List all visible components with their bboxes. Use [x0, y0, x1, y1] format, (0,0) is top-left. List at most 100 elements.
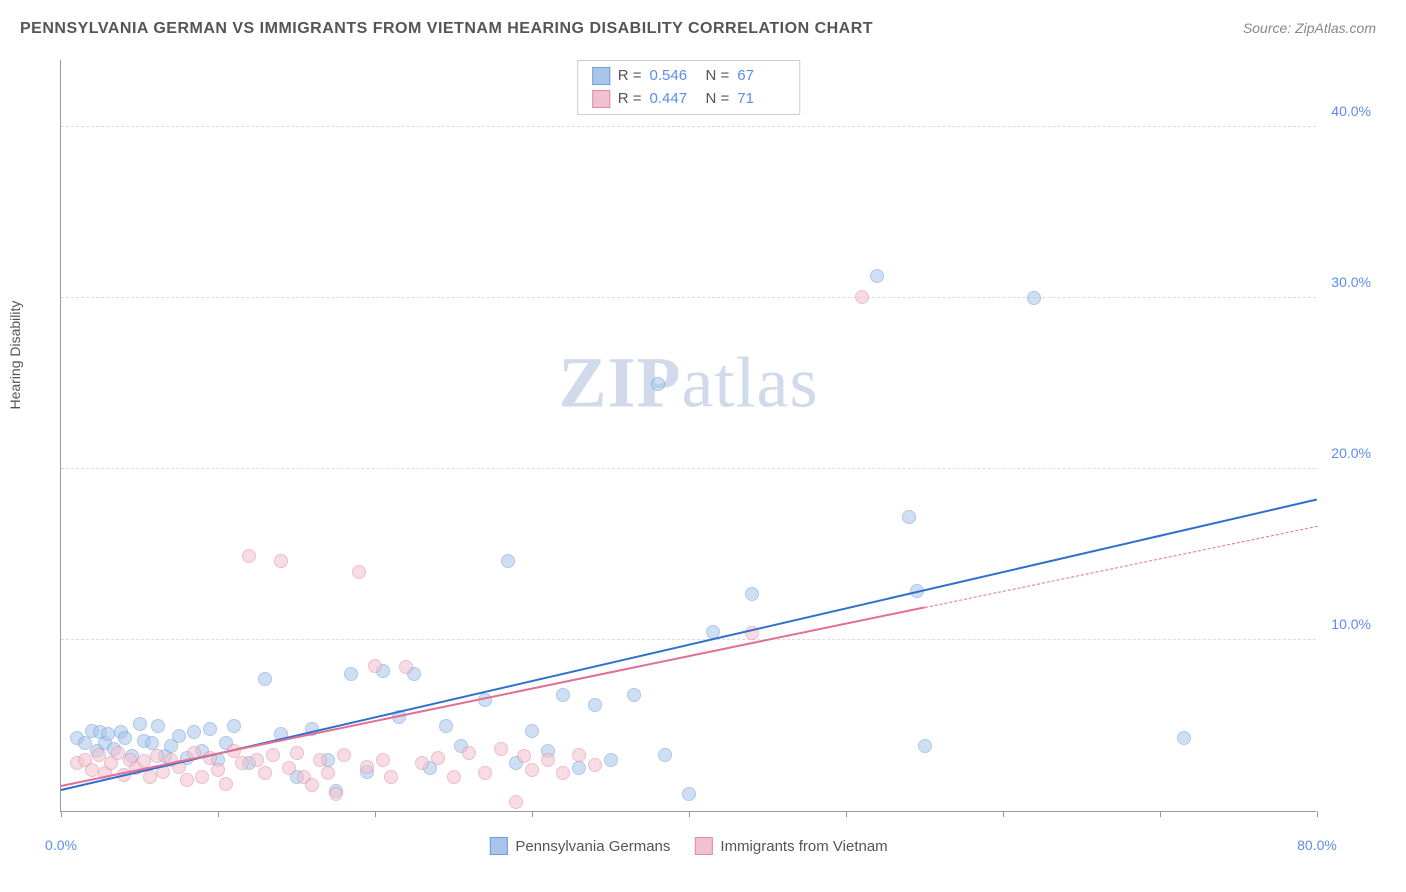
chart-container: Hearing Disability ZIPatlas R =0.546N =6…: [20, 50, 1376, 862]
data-point: [313, 753, 327, 767]
r-value: 0.447: [650, 88, 698, 111]
data-point: [219, 777, 233, 791]
data-point: [439, 719, 453, 733]
data-point: [855, 290, 869, 304]
data-point: [431, 751, 445, 765]
data-point: [604, 753, 618, 767]
source-label: Source: ZipAtlas.com: [1243, 20, 1376, 36]
watermark: ZIPatlas: [559, 341, 819, 424]
data-point: [572, 761, 586, 775]
xtick: [532, 811, 533, 817]
r-value: 0.546: [650, 65, 698, 88]
data-point: [658, 748, 672, 762]
data-point: [151, 719, 165, 733]
data-point: [274, 554, 288, 568]
data-point: [1177, 731, 1191, 745]
xtick-label: 80.0%: [1297, 837, 1337, 853]
data-point: [195, 770, 209, 784]
data-point: [235, 756, 249, 770]
xtick: [846, 811, 847, 817]
xtick-label: 0.0%: [45, 837, 77, 853]
data-point: [541, 753, 555, 767]
xtick: [61, 811, 62, 817]
legend-label: Immigrants from Vietnam: [720, 838, 887, 855]
legend-swatch: [592, 67, 610, 85]
data-point: [352, 565, 366, 579]
data-point: [150, 749, 164, 763]
data-point: [556, 766, 570, 780]
data-point: [588, 758, 602, 772]
data-point: [509, 795, 523, 809]
data-point: [282, 761, 296, 775]
data-point: [118, 731, 132, 745]
legend-item: Immigrants from Vietnam: [694, 837, 887, 855]
data-point: [329, 787, 343, 801]
xtick: [218, 811, 219, 817]
data-point: [501, 554, 515, 568]
legend-swatch: [694, 837, 712, 855]
stats-legend: R =0.546N =67R =0.447N =71: [577, 60, 801, 115]
ytick-label: 20.0%: [1331, 445, 1371, 461]
gridline: [61, 126, 1316, 127]
xtick: [1160, 811, 1161, 817]
gridline: [61, 639, 1316, 640]
data-point: [203, 722, 217, 736]
data-point: [572, 748, 586, 762]
data-point: [360, 760, 374, 774]
data-point: [627, 688, 641, 702]
data-point: [78, 736, 92, 750]
data-point: [384, 770, 398, 784]
data-point: [651, 377, 665, 391]
legend-label: Pennsylvania Germans: [515, 838, 670, 855]
data-point: [321, 766, 335, 780]
data-point: [870, 269, 884, 283]
series-legend: Pennsylvania Germans Immigrants from Viet…: [489, 837, 887, 855]
data-point: [266, 748, 280, 762]
data-point: [745, 587, 759, 601]
y-axis-label: Hearing Disability: [7, 301, 23, 410]
gridline: [61, 468, 1316, 469]
data-point: [1027, 291, 1041, 305]
data-point: [494, 742, 508, 756]
data-point: [525, 763, 539, 777]
legend-swatch: [489, 837, 507, 855]
n-value: 67: [737, 65, 785, 88]
data-point: [588, 698, 602, 712]
data-point: [258, 766, 272, 780]
data-point: [556, 688, 570, 702]
data-point: [682, 787, 696, 801]
data-point: [337, 748, 351, 762]
data-point: [902, 510, 916, 524]
ytick-label: 40.0%: [1331, 103, 1371, 119]
data-point: [415, 756, 429, 770]
xtick: [689, 811, 690, 817]
data-point: [180, 773, 194, 787]
stats-row: R =0.447N =71: [592, 88, 786, 111]
ytick-label: 10.0%: [1331, 616, 1371, 632]
data-point: [344, 667, 358, 681]
data-point: [258, 672, 272, 686]
data-point: [172, 729, 186, 743]
chart-title: PENNSYLVANIA GERMAN VS IMMIGRANTS FROM V…: [20, 20, 873, 38]
data-point: [918, 739, 932, 753]
data-point: [305, 778, 319, 792]
data-point: [242, 549, 256, 563]
data-point: [227, 719, 241, 733]
data-point: [250, 753, 264, 767]
data-point: [133, 717, 147, 731]
data-point: [211, 763, 225, 777]
data-point: [462, 746, 476, 760]
xtick: [375, 811, 376, 817]
data-point: [447, 770, 461, 784]
data-point: [517, 749, 531, 763]
n-value: 71: [737, 88, 785, 111]
data-point: [290, 746, 304, 760]
gridline: [61, 297, 1316, 298]
xtick: [1317, 811, 1318, 817]
stats-row: R =0.546N =67: [592, 65, 786, 88]
legend-item: Pennsylvania Germans: [489, 837, 670, 855]
data-point: [92, 748, 106, 762]
legend-swatch: [592, 90, 610, 108]
data-point: [399, 660, 413, 674]
xtick: [1003, 811, 1004, 817]
